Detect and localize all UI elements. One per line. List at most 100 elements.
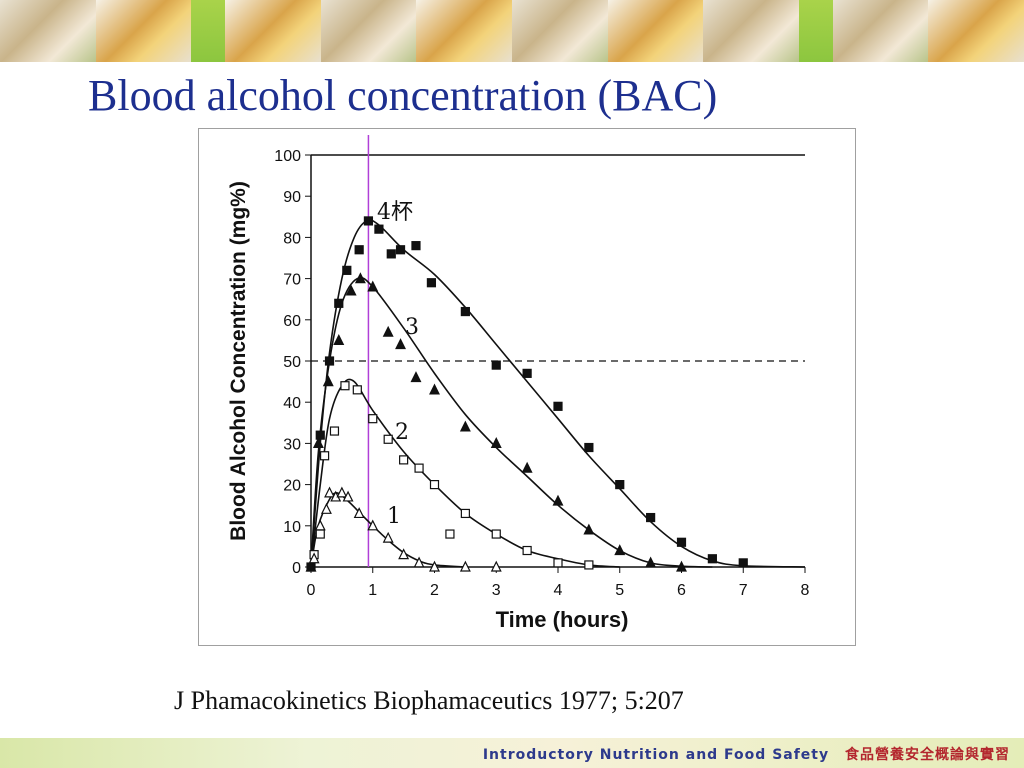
footer-brand-subtitle: 食品營養安全概論與實習 (845, 747, 1010, 763)
data-point (491, 529, 501, 539)
data-point (398, 548, 410, 560)
data-point (353, 507, 365, 519)
banner-photo (0, 0, 96, 62)
data-point (584, 442, 594, 453)
data-point (399, 455, 409, 465)
data-point (336, 486, 348, 498)
data-point (342, 490, 354, 502)
banner-photo (607, 0, 704, 62)
y-tick-label: 60 (283, 313, 301, 330)
x-tick-label: 7 (739, 582, 748, 599)
data-point (646, 512, 656, 523)
data-point (315, 430, 325, 440)
y-tick-label: 70 (283, 272, 301, 289)
banner-divider (191, 0, 226, 62)
data-point (522, 368, 532, 378)
top-photo-banner (0, 0, 1024, 62)
x-tick-label: 4 (554, 582, 563, 599)
y-axis-label: Blood Alcohol Concentration (mg%) (227, 181, 250, 541)
x-tick-label: 0 (307, 582, 316, 599)
series-label-4: 1 (387, 504, 401, 529)
data-point (410, 371, 422, 383)
banner-photo (95, 0, 192, 62)
series-label-3: 2 (395, 420, 409, 445)
x-tick-label: 6 (677, 582, 686, 599)
banner-photo (511, 0, 608, 62)
data-point (460, 508, 470, 519)
data-point (460, 306, 470, 317)
slide-title: Blood alcohol concentration (BAC) (88, 71, 718, 120)
data-point (382, 531, 394, 543)
citation: J Phamacokinetics Biophamaceutics 1977; … (174, 686, 684, 715)
footer-brand-title: Introductory Nutrition and Food Safety (482, 747, 830, 763)
data-point (334, 298, 344, 308)
data-point (459, 420, 471, 432)
x-tick-label: 2 (430, 582, 439, 599)
data-point (490, 437, 502, 448)
data-point (308, 552, 320, 564)
data-point (367, 280, 379, 292)
data-point (319, 451, 330, 461)
data-point (367, 519, 379, 531)
data-point (429, 480, 440, 490)
series-curve-1 (310, 219, 806, 568)
data-point (552, 494, 564, 506)
data-point (615, 480, 625, 490)
data-point (645, 556, 657, 568)
data-point (345, 284, 357, 296)
data-point (411, 241, 421, 251)
data-point (584, 560, 594, 570)
data-point (445, 529, 455, 539)
y-tick-label: 40 (283, 395, 301, 412)
series-curve-2 (310, 276, 713, 568)
data-point (363, 216, 374, 226)
y-tick-label: 0 (292, 560, 301, 577)
banner-divider (798, 0, 833, 62)
data-point (354, 245, 364, 255)
data-point (707, 554, 717, 564)
data-point (676, 537, 687, 547)
data-point (429, 383, 440, 395)
data-point (553, 558, 563, 568)
data-point (738, 558, 748, 568)
data-point (320, 502, 332, 514)
data-point (352, 385, 362, 395)
data-point (312, 437, 324, 448)
data-point (386, 249, 396, 259)
banner-photo (320, 0, 417, 62)
data-point (676, 560, 687, 572)
y-tick-label: 30 (283, 436, 301, 453)
x-tick-label: 1 (368, 582, 377, 599)
data-point (324, 356, 335, 366)
data-point (315, 529, 325, 539)
footer-band (0, 738, 1024, 768)
banner-photo (703, 0, 799, 62)
data-point (395, 338, 407, 350)
series-label-1: 4杯 (377, 200, 413, 225)
data-point (383, 434, 393, 444)
data-point (382, 325, 394, 337)
y-tick-label: 50 (283, 354, 301, 371)
y-tick-label: 100 (274, 148, 301, 165)
data-point (374, 224, 384, 234)
data-point (490, 560, 502, 572)
data-point (521, 461, 533, 473)
bac-chart-frame: 0 1 2 3 4 5 6 7 8 0 10 20 30 40 50 60 70 80 90 100 4杯 3 2 1 Ti… (198, 128, 856, 646)
data-point (429, 560, 440, 572)
data-point (413, 556, 425, 568)
data-point (522, 545, 532, 556)
data-point (354, 272, 366, 284)
data-point (426, 278, 437, 288)
y-tick-label: 20 (283, 478, 301, 495)
y-tick-label: 90 (283, 189, 301, 206)
footer-brand: Introductory Nutrition and Food Safety 食… (483, 744, 1010, 764)
data-point (329, 426, 340, 436)
x-tick-label: 3 (492, 582, 501, 599)
data-point (314, 519, 326, 531)
banner-photo (832, 0, 929, 62)
x-tick-label: 5 (615, 582, 624, 599)
data-point (414, 463, 424, 473)
data-point (305, 560, 317, 572)
banner-photo (416, 0, 512, 62)
